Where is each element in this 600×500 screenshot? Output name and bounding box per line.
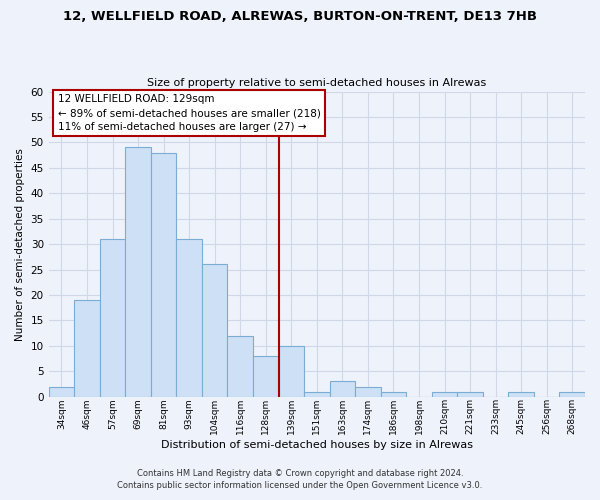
Bar xyxy=(329,382,355,396)
Bar xyxy=(125,148,151,396)
Bar xyxy=(432,392,457,396)
Bar xyxy=(227,336,253,396)
Bar xyxy=(559,392,585,396)
Text: 12, WELLFIELD ROAD, ALREWAS, BURTON-ON-TRENT, DE13 7HB: 12, WELLFIELD ROAD, ALREWAS, BURTON-ON-T… xyxy=(63,10,537,23)
Title: Size of property relative to semi-detached houses in Alrewas: Size of property relative to semi-detach… xyxy=(147,78,487,88)
Bar xyxy=(49,386,74,396)
Bar xyxy=(176,239,202,396)
Bar xyxy=(304,392,329,396)
Bar xyxy=(253,356,278,397)
Y-axis label: Number of semi-detached properties: Number of semi-detached properties xyxy=(15,148,25,340)
Bar xyxy=(151,152,176,396)
Bar xyxy=(457,392,483,396)
Bar xyxy=(355,386,380,396)
Bar xyxy=(100,239,125,396)
Bar xyxy=(74,300,100,396)
Bar xyxy=(380,392,406,396)
Text: Contains HM Land Registry data © Crown copyright and database right 2024.
Contai: Contains HM Land Registry data © Crown c… xyxy=(118,469,482,490)
X-axis label: Distribution of semi-detached houses by size in Alrewas: Distribution of semi-detached houses by … xyxy=(161,440,473,450)
Bar xyxy=(508,392,534,396)
Text: 12 WELLFIELD ROAD: 129sqm
← 89% of semi-detached houses are smaller (218)
11% of: 12 WELLFIELD ROAD: 129sqm ← 89% of semi-… xyxy=(58,94,320,132)
Bar xyxy=(202,264,227,396)
Bar xyxy=(278,346,304,397)
